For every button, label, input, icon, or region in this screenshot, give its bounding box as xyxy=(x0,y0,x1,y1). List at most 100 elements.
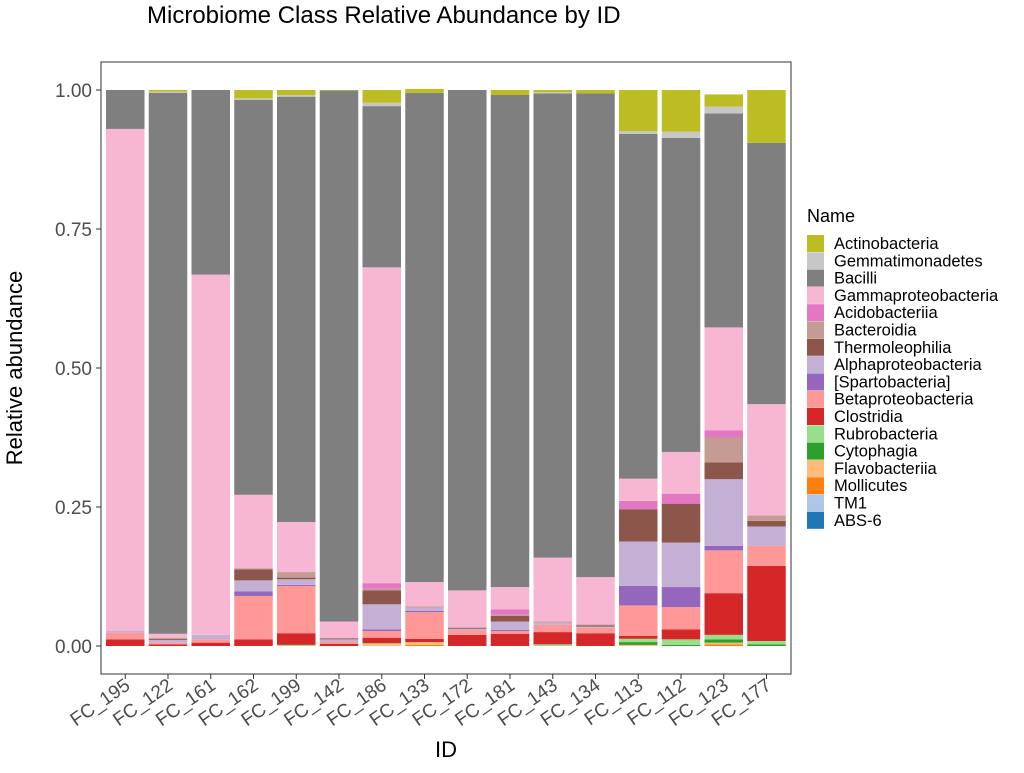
bar-segment-FC_134-gammaproteobacteria xyxy=(576,577,615,625)
y-axis-label: Relative abundance xyxy=(2,271,27,465)
bar-segment-FC_199-gammaproteobacteria xyxy=(277,522,316,573)
y-tick-label: 0.75 xyxy=(55,220,92,241)
bar-segment-FC_123-mollicutes xyxy=(704,644,743,646)
legend-item: Thermoleophilia xyxy=(807,338,952,357)
bar-segment-FC_161-betaproteobacteria xyxy=(191,639,230,643)
bar-segment-FC_195-bacilli xyxy=(106,90,145,129)
legend-swatch xyxy=(807,235,824,252)
bar-segment-FC_177-alphaproteobacteria xyxy=(747,526,786,546)
legend-item: [Spartobacteria] xyxy=(807,373,950,391)
bar-stack-FC_162 xyxy=(234,90,273,646)
legend-swatch xyxy=(807,425,824,443)
bar-stack-FC_181 xyxy=(490,90,530,646)
bar-segment-FC_134-betaproteobacteria xyxy=(576,627,615,634)
legend-item: Actinobacteria xyxy=(807,235,939,253)
bar-segment-FC_142-clostridia xyxy=(319,643,359,646)
legend-item: Alphaproteobacteria xyxy=(807,356,983,374)
bar-segment-FC_186-betaproteobacteria xyxy=(362,630,401,638)
bar-segment-FC_195-betaproteobacteria xyxy=(106,632,145,640)
chart-title: Microbiome Class Relative Abundance by I… xyxy=(147,2,621,29)
bar-segment-FC_123-clostridia xyxy=(704,593,743,635)
bar-segment-FC_177-thermoleophilia xyxy=(747,520,786,527)
legend-swatch xyxy=(807,459,824,477)
bar-segment-FC_181-spartobacteria xyxy=(490,629,530,631)
bar-segment-FC_123-bacilli xyxy=(704,113,743,328)
legend-item: Gemmatimonadetes xyxy=(807,252,983,270)
bar-segment-FC_113-alphaproteobacteria xyxy=(619,541,658,586)
bar-segment-FC_123-actinobacteria xyxy=(704,94,743,107)
bar-segment-FC_177-rubrobacteria xyxy=(747,641,786,645)
bar-segment-FC_172-alphaproteobacteria xyxy=(448,628,487,631)
bar-segment-FC_123-alphaproteobacteria xyxy=(704,479,743,546)
bar-segment-FC_142-alphaproteobacteria xyxy=(319,639,359,642)
bar-segment-FC_112-clostridia xyxy=(661,629,701,640)
bar-segment-FC_112-spartobacteria xyxy=(661,587,701,608)
x-axis: FC_195FC_122FC_161FC_162FC_199FC_142FC_1… xyxy=(67,674,775,731)
y-axis: 0.00 0.25 0.50 0.75 1.00 xyxy=(55,81,101,658)
bar-segment-FC_162-spartobacteria xyxy=(234,591,273,596)
bar-segment-FC_134-bacilli xyxy=(576,93,615,578)
legend-label: Acidobacteriia xyxy=(834,304,938,322)
bar-segment-FC_113-rubrobacteria xyxy=(619,638,658,643)
bar-stack-FC_112 xyxy=(661,90,701,646)
bar-segment-FC_142-thermoleophilia xyxy=(319,638,359,640)
bar-segment-FC_172-bacilli xyxy=(448,90,487,591)
bar-segment-FC_186-clostridia xyxy=(362,637,401,644)
legend-item: Flavobacteriia xyxy=(807,459,938,478)
bar-stack-FC_123 xyxy=(704,94,743,646)
bar-segment-FC_172-clostridia xyxy=(448,634,487,646)
bar-segment-FC_177-clostridia xyxy=(747,565,786,641)
bar-segment-FC_123-bacteroidia xyxy=(704,437,743,463)
bar-stack-FC_177 xyxy=(747,90,786,646)
legend-label: Bacilli xyxy=(834,270,877,288)
legend-label: [Spartobacteria] xyxy=(834,373,950,391)
bar-segment-FC_134-alphaproteobacteria xyxy=(576,626,615,628)
legend-label: Gammaproteobacteria xyxy=(834,287,999,305)
bar-segment-FC_162-alphaproteobacteria xyxy=(234,580,273,592)
legend-item: Acidobacteriia xyxy=(807,304,938,322)
bar-segment-FC_143-gammaproteobacteria xyxy=(533,557,572,622)
bar-segment-FC_186-thermoleophilia xyxy=(362,590,401,605)
bar-stack-FC_142 xyxy=(319,90,359,646)
bar-segment-FC_181-clostridia xyxy=(490,633,530,646)
bar-segment-FC_123-acidobacteriia xyxy=(704,430,743,438)
legend-swatch xyxy=(807,304,824,322)
bar-segment-FC_122-betaproteobacteria xyxy=(148,642,188,645)
bar-segment-FC_199-clostridia xyxy=(277,633,316,645)
bar-segment-FC_186-gemmatimonadetes xyxy=(362,102,401,107)
bar-segment-FC_162-bacilli xyxy=(234,100,273,495)
bar-segment-FC_199-rubrobacteria xyxy=(277,644,316,646)
bar-segment-FC_181-gammaproteobacteria xyxy=(490,587,530,610)
bar-segment-FC_143-bacteroidia xyxy=(533,621,572,623)
bar-segment-FC_142-actinobacteria xyxy=(319,90,359,91)
bars-layer xyxy=(106,88,786,646)
bar-segment-FC_186-bacteroidia xyxy=(362,588,401,591)
bar-segment-FC_113-clostridia xyxy=(619,635,658,639)
bar-segment-FC_195-gammaproteobacteria xyxy=(106,128,145,631)
bar-segment-FC_199-bacteroidia xyxy=(277,572,316,578)
legend-item: Clostridia xyxy=(807,408,904,426)
bar-segment-FC_177-betaproteobacteria xyxy=(747,545,786,566)
bar-stack-FC_199 xyxy=(277,90,316,646)
bar-segment-FC_143-clostridia xyxy=(533,632,572,645)
bar-segment-FC_112-acidobacteriia xyxy=(661,493,701,504)
bar-segment-FC_186-rubrobacteria xyxy=(362,643,401,645)
bar-segment-FC_177-gammaproteobacteria xyxy=(747,404,786,516)
bar-segment-FC_113-thermoleophilia xyxy=(619,509,658,542)
legend-label: Thermoleophilia xyxy=(834,339,952,357)
legend-swatch xyxy=(807,269,824,287)
bar-segment-FC_186-alphaproteobacteria xyxy=(362,604,401,630)
bar-segment-FC_199-actinobacteria xyxy=(277,90,316,95)
bar-segment-FC_143-gemmatimonadetes xyxy=(533,92,572,94)
legend-label: Alphaproteobacteria xyxy=(834,356,983,374)
bar-segment-FC_112-thermoleophilia xyxy=(661,503,701,543)
bar-segment-FC_123-gemmatimonadetes xyxy=(704,106,743,114)
bar-segment-FC_133-bacteroidia xyxy=(405,606,444,608)
bar-segment-FC_133-alphaproteobacteria xyxy=(405,607,444,611)
y-tick-label: 0.00 xyxy=(55,637,92,658)
bar-segment-FC_134-actinobacteria xyxy=(576,90,615,94)
bar-segment-FC_133-betaproteobacteria xyxy=(405,612,444,639)
bar-segment-FC_161-clostridia xyxy=(191,642,230,646)
bar-segment-FC_123-gammaproteobacteria xyxy=(704,327,743,431)
bar-segment-FC_162-thermoleophilia xyxy=(234,569,273,581)
